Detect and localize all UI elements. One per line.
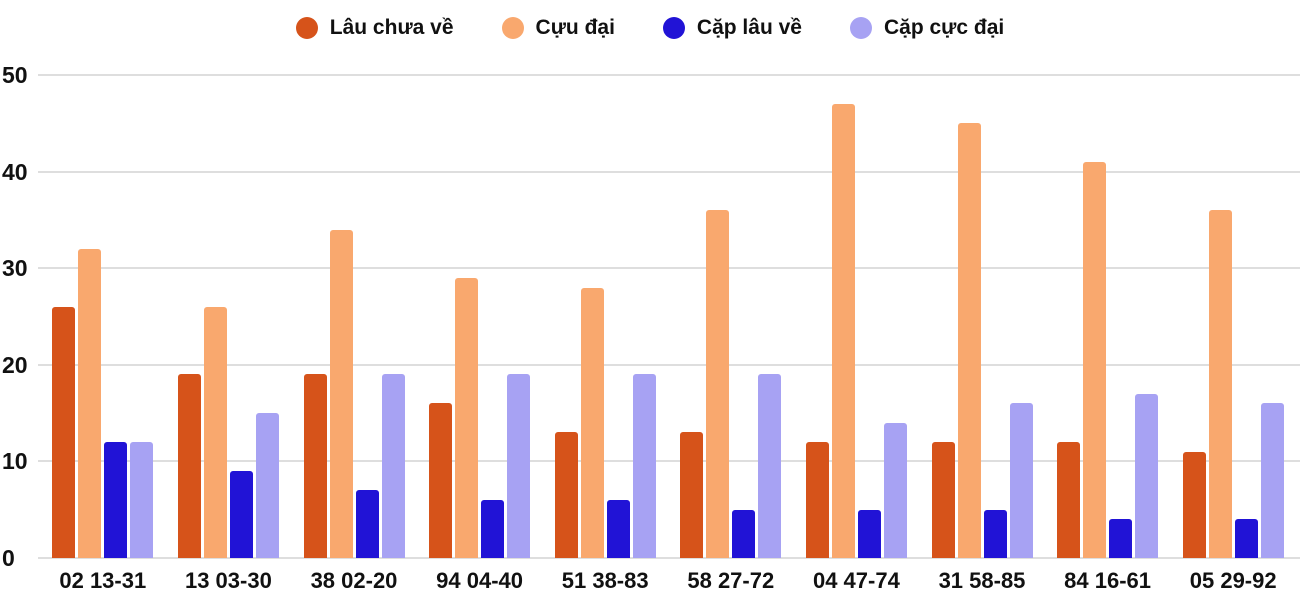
bar[interactable] [355, 490, 379, 558]
bar[interactable] [732, 509, 756, 558]
bar[interactable] [329, 229, 353, 558]
bar[interactable] [680, 432, 704, 558]
bar[interactable] [1182, 451, 1206, 558]
gridline [38, 363, 1300, 366]
legend-item[interactable]: Cặp cực đại [849, 16, 1005, 40]
y-axis-tick-label: 40 [2, 158, 28, 185]
x-axis-tick-label: 51 38-83 [561, 568, 649, 593]
bar[interactable] [203, 306, 227, 558]
bar[interactable] [632, 374, 656, 558]
bar[interactable] [857, 509, 881, 558]
x-axis-tick-label: 04 47-74 [812, 568, 900, 593]
bar[interactable] [554, 432, 578, 558]
bar[interactable] [52, 306, 76, 558]
y-axis-tick-label: 10 [2, 448, 28, 475]
bar[interactable] [177, 374, 201, 558]
legend-label: Cựu đại [535, 16, 615, 39]
bar[interactable] [303, 374, 327, 558]
legend-dot [662, 17, 685, 39]
bar[interactable] [255, 413, 279, 558]
bar[interactable] [831, 103, 855, 558]
bar[interactable] [507, 374, 531, 558]
bar[interactable] [1260, 403, 1284, 558]
bar[interactable] [1109, 519, 1133, 558]
x-axis-tick-label: 31 58-85 [938, 568, 1026, 593]
legend-dot [501, 17, 524, 39]
legend-label: Cặp cực đại [883, 16, 1005, 39]
bar[interactable] [1057, 442, 1081, 558]
bar[interactable] [805, 442, 829, 558]
legend-label: Lâu chưa về [329, 16, 454, 39]
bar[interactable] [1234, 519, 1258, 558]
bar[interactable] [957, 123, 981, 558]
bar[interactable] [130, 442, 154, 558]
legend: Lâu chưa về Cựu đại Cặp lâu về Cặp cực đại [0, 8, 1300, 48]
x-axis-tick-label: 13 03-30 [184, 568, 272, 593]
bar[interactable] [455, 277, 479, 558]
legend-item[interactable]: Lâu chưa về [295, 16, 454, 40]
bar[interactable] [580, 287, 604, 558]
gridline [38, 460, 1300, 463]
bar[interactable] [606, 500, 630, 558]
bar[interactable] [883, 422, 907, 558]
y-axis-tick-label: 20 [2, 351, 28, 378]
legend-dot [849, 17, 872, 39]
bar[interactable] [1083, 161, 1107, 558]
x-axis-tick-label: 05 29-92 [1189, 568, 1277, 593]
x-axis-tick-label: 02 13-31 [59, 568, 147, 593]
legend-label: Cặp lâu về [696, 16, 802, 39]
gridline [38, 170, 1300, 173]
legend-item[interactable]: Cặp lâu về [662, 16, 802, 40]
bar[interactable] [229, 471, 253, 558]
gridline [38, 267, 1300, 270]
legend-item[interactable]: Cựu đại [501, 16, 615, 40]
bar[interactable] [931, 442, 955, 558]
y-axis-tick-label: 0 [2, 545, 15, 571]
bar[interactable] [983, 509, 1007, 558]
x-axis-tick-label: 38 02-20 [310, 568, 398, 593]
y-axis-tick-label: 50 [2, 62, 28, 88]
bar[interactable] [1208, 210, 1232, 558]
gridline [38, 74, 1300, 76]
bar[interactable] [381, 374, 405, 558]
x-axis-tick-label: 58 27-72 [687, 568, 775, 593]
x-axis-tick-label: 84 16-61 [1064, 568, 1152, 593]
bar[interactable] [706, 210, 730, 558]
x-axis-tick-label: 94 04-40 [436, 568, 524, 593]
bar[interactable] [78, 248, 102, 558]
gridline [38, 557, 1300, 559]
bar[interactable] [104, 442, 128, 558]
bar[interactable] [1009, 403, 1033, 558]
y-axis-tick-label: 30 [2, 255, 28, 282]
bar[interactable] [1135, 393, 1159, 558]
bar[interactable] [429, 403, 453, 558]
bar[interactable] [481, 500, 505, 558]
legend-dot [295, 17, 318, 39]
bar[interactable] [758, 374, 782, 558]
